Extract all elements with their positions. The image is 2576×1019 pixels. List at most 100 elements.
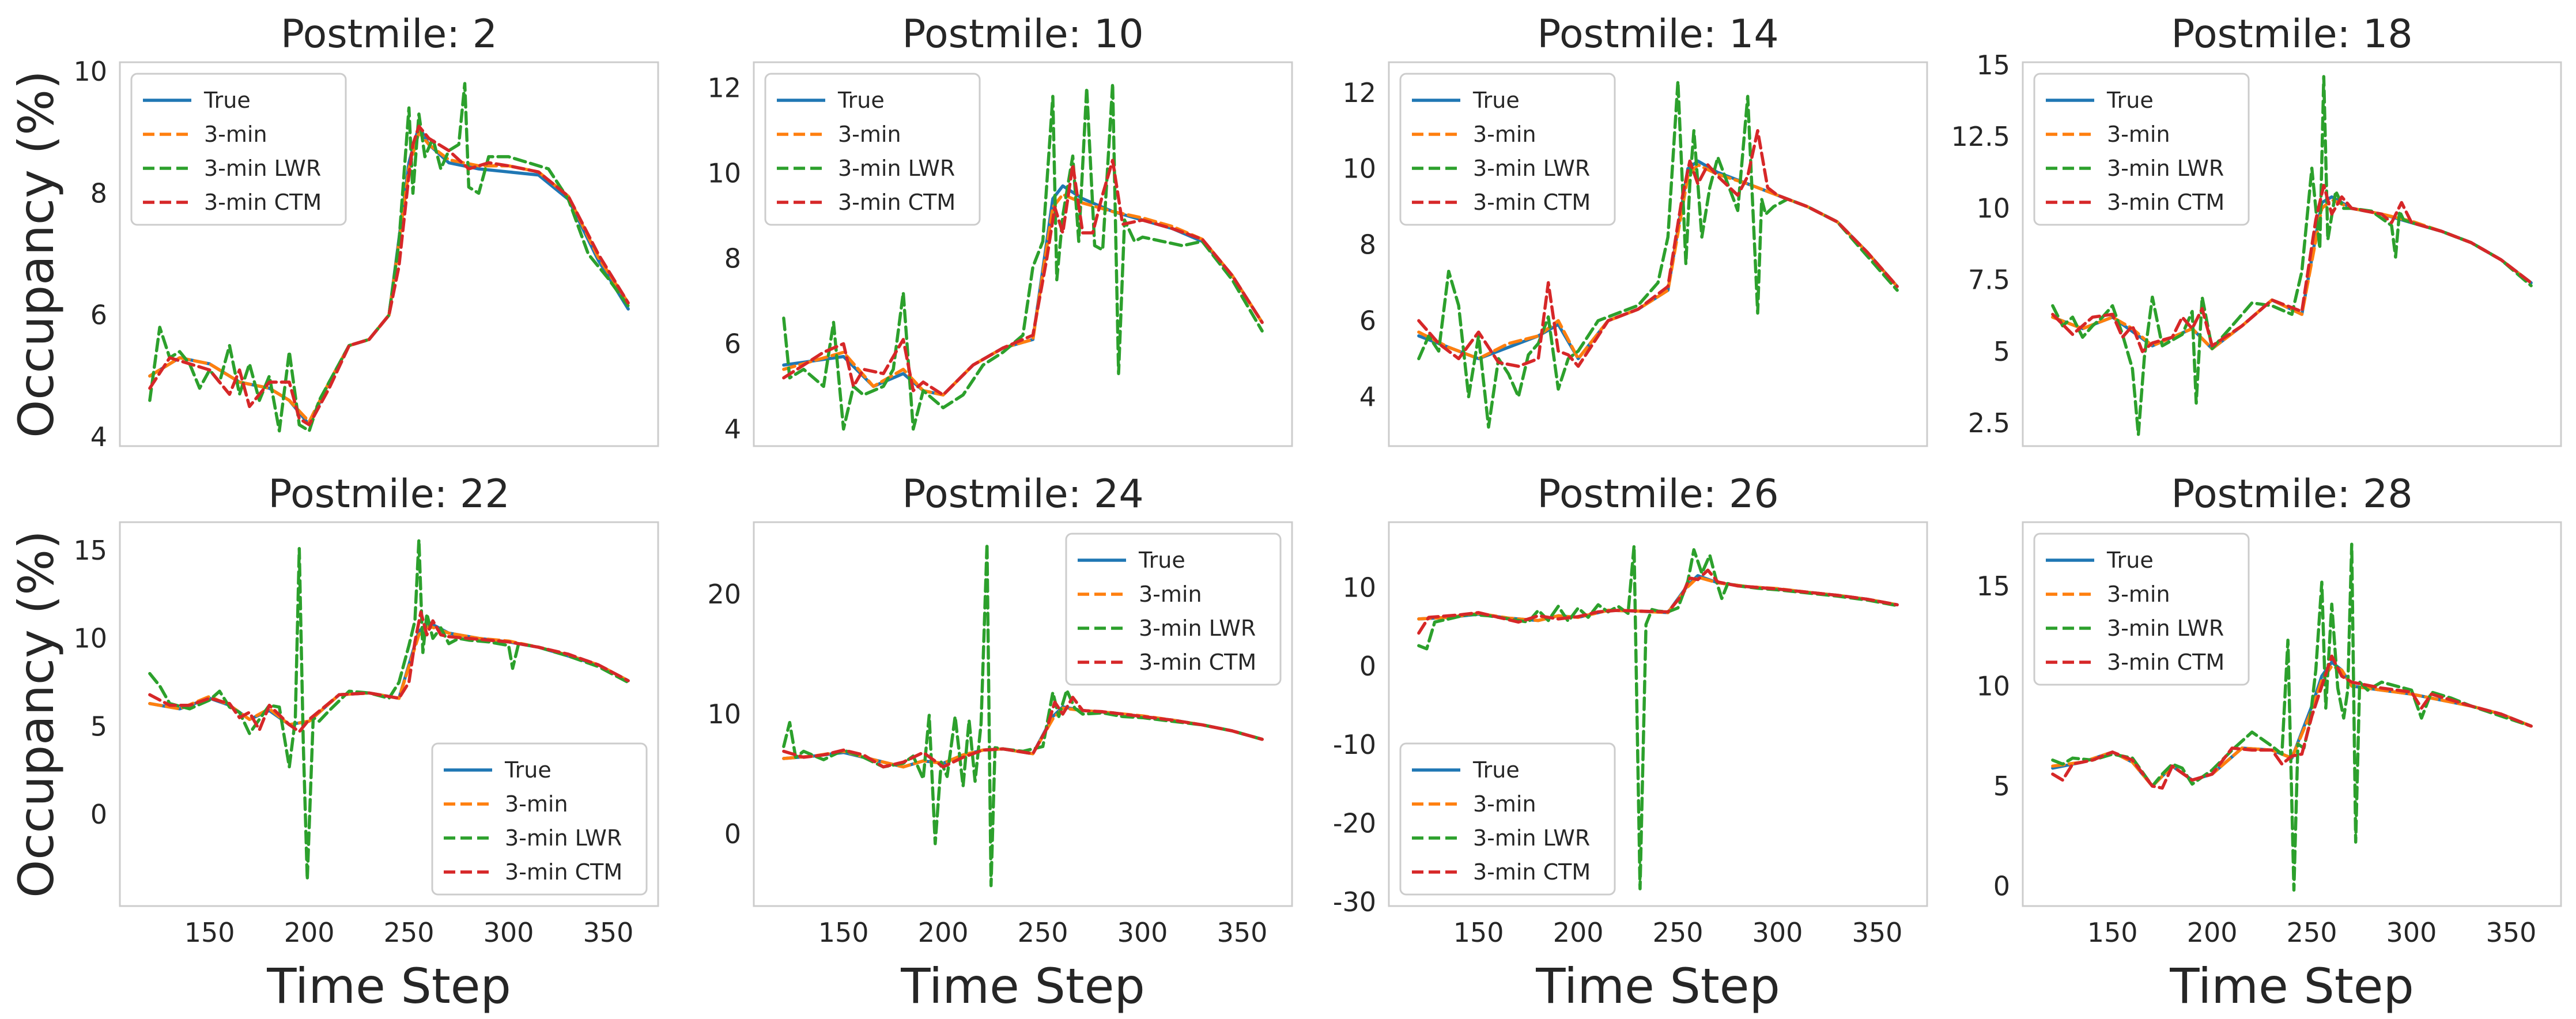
legend-label: 3-min CTM xyxy=(1139,650,1256,675)
y-tick-label: 6 xyxy=(90,300,107,331)
series-line-3-min-ctm xyxy=(2051,654,2533,790)
series-line-3-min-ctm xyxy=(2051,183,2533,353)
series-lines xyxy=(1417,80,1899,429)
subplot-3: Postmile: 14 4 6 8 10 12 True 3-min 3-min LWR 3-m… xyxy=(1342,12,1928,447)
x-axis-label: Time Step xyxy=(1535,958,1780,1014)
legend-label: 3-min CTM xyxy=(838,190,955,215)
y-tick-label: 4 xyxy=(724,413,741,444)
subplot-2: Postmile: 10 4 6 8 10 12 True 3-min 3-min LWR 3-m… xyxy=(707,12,1293,447)
legend: True 3-min 3-min LWR 3-min CTM xyxy=(764,73,981,226)
y-tick-label: 15 xyxy=(1976,571,2010,602)
legend-box xyxy=(764,73,981,226)
subplot-5: Postmile: 22 0 5 10 15 150 200 250 300 350 Time St… xyxy=(8,471,659,1014)
y-tick-label: 5 xyxy=(90,711,107,742)
legend: True 3-min 3-min LWR 3-min CTM xyxy=(2033,73,2250,226)
series-lines xyxy=(782,82,1264,431)
series-line-3-min-ctm xyxy=(782,696,1264,769)
y-tick-label: 20 xyxy=(707,579,741,610)
legend-label: 3-min xyxy=(505,791,568,817)
y-tick-label: 10 xyxy=(1976,193,2010,224)
x-tick-label: 350 xyxy=(2486,917,2537,948)
legend-box xyxy=(130,73,347,226)
legend-label: 3-min LWR xyxy=(1139,616,1256,641)
legend-label: 3-min LWR xyxy=(505,825,622,851)
y-tick-label: 0 xyxy=(90,799,107,830)
legend-box xyxy=(431,742,648,896)
series-lines xyxy=(148,82,630,433)
y-tick-label: 10 xyxy=(707,157,741,188)
series-lines xyxy=(148,538,630,881)
series-line-3-min-ctm xyxy=(1417,568,1899,635)
series-line-3-min xyxy=(782,193,1264,397)
x-tick-label: 350 xyxy=(1217,917,1268,948)
x-tick-label: 150 xyxy=(2087,917,2138,948)
series-line-3-min-lwr xyxy=(1417,80,1899,429)
y-tick-label: -30 xyxy=(1333,886,1376,918)
subplot-8: Postmile: 28 0 5 10 15 150 200 250 300 350 Time St… xyxy=(1976,471,2562,1014)
subplot-title: Postmile: 22 xyxy=(268,471,509,517)
legend: True 3-min 3-min LWR 3-min CTM xyxy=(130,73,347,226)
y-tick-label: 2.5 xyxy=(1968,407,2010,439)
legend: True 3-min 3-min LWR 3-min CTM xyxy=(1399,73,1616,226)
legend-label: 3-min CTM xyxy=(505,859,622,885)
x-tick-label: 300 xyxy=(484,917,534,948)
series-line-3-min-ctm xyxy=(1417,129,1899,368)
subplot-title: Postmile: 24 xyxy=(902,471,1143,517)
y-tick-label: 10 xyxy=(707,699,741,730)
subplot-title: Postmile: 2 xyxy=(281,12,497,57)
x-tick-label: 200 xyxy=(284,917,335,948)
subplot-7: Postmile: 26 -30 -20 -10 0 10 150 200 250 300 350 T… xyxy=(1333,471,1928,1014)
legend-box xyxy=(1399,742,1616,896)
legend-label: True xyxy=(1472,757,1520,783)
legend-label: 3-min LWR xyxy=(2107,156,2224,181)
series-line-3-min-ctm xyxy=(148,610,630,734)
legend-label: 3-min xyxy=(1473,122,1536,147)
y-tick-label: -20 xyxy=(1333,808,1376,839)
x-tick-label: 250 xyxy=(1653,917,1704,948)
legend-box xyxy=(1065,533,1282,686)
y-tick-label: 8 xyxy=(1359,229,1376,261)
legend: True 3-min 3-min LWR 3-min CTM xyxy=(1399,742,1616,896)
y-tick-label: 7.5 xyxy=(1968,265,2010,296)
subplot-1: Postmile: 2 4 6 8 10 Occupancy (%) True 3-min 3-… xyxy=(8,12,659,452)
y-tick-label: 5 xyxy=(1993,336,2010,367)
y-tick-label: 4 xyxy=(90,421,107,452)
legend-label: 3-min xyxy=(204,122,267,147)
legend-label: 3-min LWR xyxy=(838,156,955,181)
x-tick-label: 200 xyxy=(2187,917,2238,948)
x-tick-label: 200 xyxy=(918,917,969,948)
legend-label: True xyxy=(837,88,885,113)
y-tick-label: 10 xyxy=(73,623,107,654)
series-line-3-min-lwr xyxy=(782,82,1264,431)
y-tick-label: 10 xyxy=(1342,153,1376,184)
subplot-4: Postmile: 18 2.5 5 7.5 10 12.5 15 True 3-min 3-mi… xyxy=(1951,12,2562,447)
subplot-title: Postmile: 26 xyxy=(1537,471,1778,517)
legend-label: 3-min xyxy=(2107,122,2170,147)
legend: True 3-min 3-min LWR 3-min CTM xyxy=(431,742,648,896)
x-tick-label: 300 xyxy=(1752,917,1803,948)
x-tick-label: 150 xyxy=(818,917,869,948)
y-tick-label: 0 xyxy=(1359,651,1376,682)
series-lines xyxy=(2051,75,2533,436)
y-tick-label: 8 xyxy=(724,243,741,274)
y-tick-label: 0 xyxy=(724,818,741,850)
y-tick-label: 8 xyxy=(90,178,107,209)
legend-label: 3-min CTM xyxy=(1473,190,1591,215)
subplot-title: Postmile: 10 xyxy=(902,12,1143,57)
y-tick-label: 15 xyxy=(1976,50,2010,81)
legend-label: 3-min CTM xyxy=(204,190,322,215)
series-line-3-min-ctm xyxy=(148,124,630,427)
subplot-title: Postmile: 14 xyxy=(1537,12,1778,57)
legend-label: 3-min LWR xyxy=(1473,156,1590,181)
legend-box xyxy=(2033,73,2250,226)
x-tick-label: 250 xyxy=(2287,917,2337,948)
legend-label: 3-min xyxy=(2107,582,2170,607)
series-line-3-min-lwr xyxy=(2051,75,2533,436)
legend-label: 3-min CTM xyxy=(2107,650,2224,675)
x-tick-label: 250 xyxy=(384,917,435,948)
y-tick-label: -10 xyxy=(1333,729,1376,760)
series-lines xyxy=(782,542,1264,888)
x-tick-label: 350 xyxy=(1852,917,1903,948)
x-axis-label: Time Step xyxy=(266,958,511,1014)
